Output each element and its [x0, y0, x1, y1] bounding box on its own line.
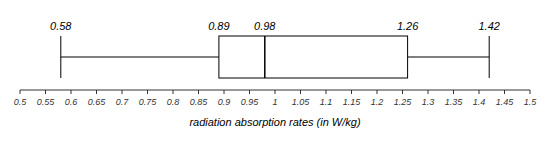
x-tick [96, 90, 97, 94]
whisker-high [408, 57, 490, 58]
x-tick [453, 90, 454, 94]
x-tick-label: 0.9 [218, 97, 231, 107]
x-tick-label: 1.1 [320, 97, 333, 107]
x-tick-label: 1.05 [292, 97, 311, 107]
x-tick [402, 90, 403, 94]
x-tick [20, 90, 21, 94]
x-tick-label: 0.8 [167, 97, 180, 107]
x-tick [147, 90, 148, 94]
x-tick [377, 90, 378, 94]
x-tick-label: 0.7 [116, 97, 130, 107]
x-tick-label: 0.85 [190, 97, 209, 107]
box [219, 36, 408, 78]
x-tick-label: 1.15 [343, 97, 362, 107]
chart: 0.58 0.89 0.98 1.26 1.42 0.5 0.55 0.6 0.65 0.7 0.7… [0, 0, 550, 150]
x-tick-label: 0.95 [241, 97, 260, 107]
x-tick [300, 90, 301, 94]
x-tick [224, 90, 225, 94]
whisker-cap-min [60, 36, 61, 78]
whisker-low [61, 57, 219, 58]
x-tick [428, 90, 429, 94]
x-tick-label: 1.5 [524, 97, 538, 107]
x-tick-label: 1.2 [371, 97, 384, 107]
x-tick-label: 0.5 [14, 97, 28, 107]
x-tick [173, 90, 174, 94]
x-tick-label: 1.35 [445, 97, 464, 107]
x-tick [530, 90, 531, 94]
x-tick [504, 90, 505, 94]
x-tick-label: 0.55 [37, 97, 56, 107]
data-label: 1.42 [478, 20, 499, 32]
x-tick-label: 1 [272, 97, 277, 107]
x-tick-label: 1.25 [394, 97, 413, 107]
x-tick-label: 0.65 [88, 97, 107, 107]
median [264, 36, 266, 78]
x-tick-label: 1.4 [473, 97, 486, 107]
x-tick [351, 90, 352, 94]
x-axis-label: radiation absorption rates (in W/kg) [189, 116, 361, 128]
data-label: 0.58 [50, 20, 72, 32]
data-label: 0.89 [208, 20, 229, 32]
x-tick [275, 90, 276, 94]
x-tick-label: 1.45 [496, 97, 515, 107]
x-tick-label: 0.75 [139, 97, 158, 107]
x-tick [198, 90, 199, 94]
x-tick-label: 0.6 [65, 97, 78, 107]
x-tick [326, 90, 327, 94]
x-tick [71, 90, 72, 94]
x-tick [45, 90, 46, 94]
data-label: 0.98 [254, 20, 276, 32]
box-plot [61, 36, 489, 78]
x-tick [122, 90, 123, 94]
x-tick [479, 90, 480, 94]
x-tick [249, 90, 250, 94]
x-tick-label: 1.3 [422, 97, 435, 107]
data-label: 1.26 [397, 20, 419, 32]
whisker-cap-max [489, 36, 490, 78]
